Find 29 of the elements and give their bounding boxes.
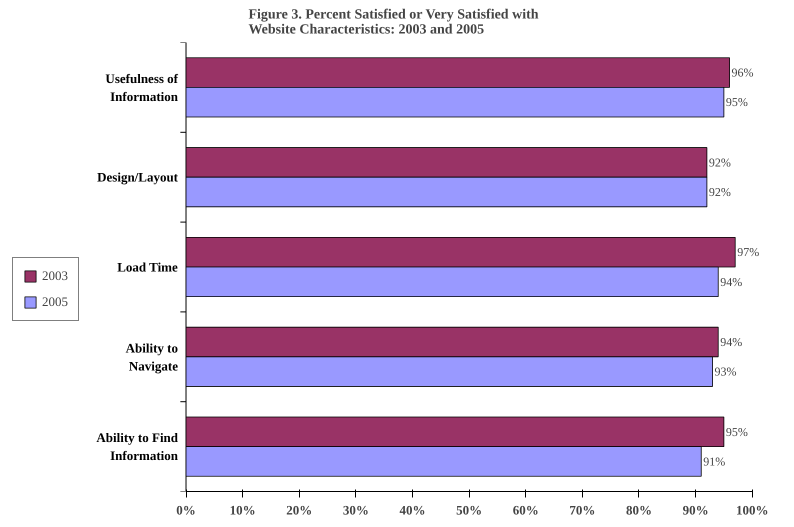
x-tick-label: 40% <box>399 502 426 518</box>
data-label: 95% <box>726 95 748 110</box>
x-tick-label: 100% <box>736 502 768 518</box>
y-tick-label: Load Time <box>117 260 178 274</box>
y-tick-label: Ability to Find Information <box>96 430 179 464</box>
x-tick-label: 70% <box>569 502 596 518</box>
data-label: 93% <box>714 364 737 379</box>
x-tick-label: 0% <box>176 502 196 518</box>
data-label: 97% <box>737 245 760 260</box>
data-label: 94% <box>720 334 742 349</box>
legend-label: 2005 <box>42 294 68 310</box>
x-tick-label: 50% <box>456 502 482 518</box>
x-tick-label: 30% <box>342 502 369 518</box>
legend-label: 2003 <box>42 268 68 284</box>
x-tick-label: 20% <box>286 502 312 518</box>
chart-title: Figure 3. Percent Satisfied or Very Satisfied with Website Characteristics: 2003 and 2005 <box>248 8 539 38</box>
data-label: 92% <box>708 155 731 170</box>
x-tick-label: 60% <box>512 502 539 518</box>
x-tick-label: 90% <box>682 502 709 518</box>
x-tick-label: 80% <box>626 502 652 518</box>
x-tick-label: 10% <box>230 502 256 518</box>
data-label: 96% <box>732 66 754 80</box>
data-label: 92% <box>708 185 731 200</box>
data-label: 95% <box>726 424 748 439</box>
data-label: 94% <box>720 274 742 289</box>
y-tick-label: Usefulness of Information <box>105 70 179 104</box>
data-label: 91% <box>703 454 726 468</box>
y-tick-label: Design/Layout <box>97 170 179 185</box>
y-tick-label: Ability to Navigate <box>126 340 178 374</box>
